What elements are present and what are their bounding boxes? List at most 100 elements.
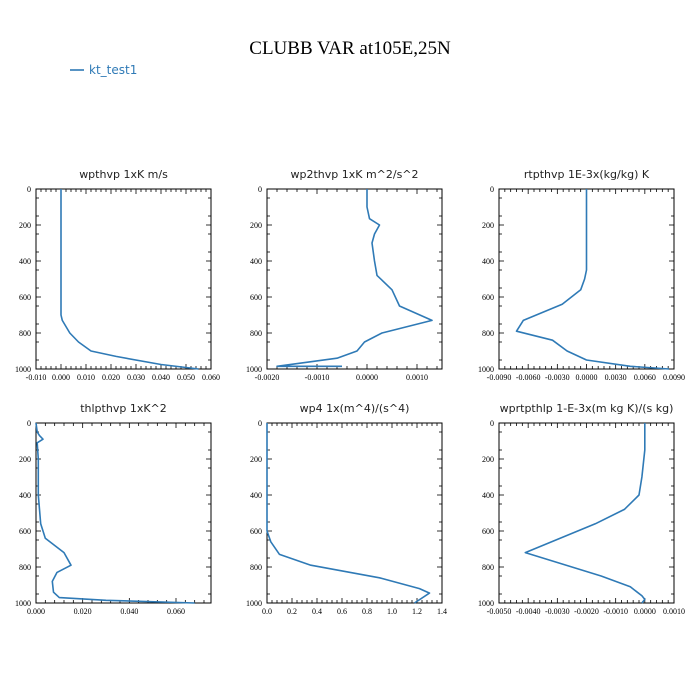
x-tick-label: 0.4 [312,607,322,616]
x-tick-label: 0.000 [27,607,45,616]
y-tick-label: 800 [250,329,262,338]
y-tick-label: 0 [258,185,262,194]
x-tick-label: -0.0030 [545,607,570,616]
x-tick-label: -0.010 [26,373,47,382]
x-tick-label: -0.0030 [545,373,570,382]
x-tick-label: -0.0010 [603,607,628,616]
x-tick-label: -0.0010 [305,373,330,382]
x-tick-label: 0.0000 [576,373,598,382]
y-tick-label: 800 [19,329,31,338]
x-tick-label: 1.2 [412,607,422,616]
x-tick-label: -0.0050 [487,607,512,616]
series-line-3-0 [515,189,670,370]
panel-title-6: wprtpthlp 1-E-3x(m kg K)/(s kg) [500,402,674,415]
series-line-1-0 [60,189,199,370]
y-tick-label: 200 [250,455,262,464]
x-tick-label: 0.050 [177,373,195,382]
x-tick-label: 0.0060 [634,373,656,382]
y-tick-label: 400 [19,491,31,500]
y-tick-label: 600 [250,527,262,536]
x-tick-label: 0.6 [337,607,347,616]
y-tick-label: 800 [19,563,31,572]
panel-title-4: thlpthvp 1xK^2 [80,402,167,415]
panel-title-5: wp4 1x(m^4)/(s^4) [300,402,410,415]
panel-title-3: rtpthvp 1E-3x(kg/kg) K [524,168,650,181]
y-tick-label: 1000 [246,599,262,608]
y-tick-label: 200 [482,455,494,464]
panel-title-1: wpthvp 1xK m/s [79,168,168,181]
x-tick-label: 0.040 [120,607,138,616]
x-tick-label: 0.010 [77,373,95,382]
x-tick-label: 0.0000 [634,607,656,616]
plot-frame [266,188,443,370]
y-tick-label: 1000 [15,365,31,374]
y-tick-label: 400 [482,257,494,266]
x-tick-label: 0.0 [262,607,272,616]
x-tick-label: 1.4 [437,607,447,616]
plot-frame [35,422,212,604]
y-tick-label: 200 [19,221,31,230]
y-tick-label: 600 [482,527,494,536]
plot-frame [498,422,675,604]
y-tick-label: 400 [19,257,31,266]
series-line-2-0 [276,189,433,368]
y-tick-label: 0 [27,185,31,194]
y-tick-label: 1000 [478,599,494,608]
x-tick-label: -0.0040 [516,607,541,616]
panel-6: wprtpthlp 1-E-3x(m kg K)/(s kg) 0 200 400 60… [478,402,685,616]
plot-frame [35,188,212,370]
x-tick-label: 0.0090 [663,373,685,382]
x-tick-label: 0.030 [127,373,145,382]
x-tick-label: -0.0020 [574,607,599,616]
panel-1: wpthvp 1xK m/s 0 200 400 600 800 1000-0.010 0.0… [15,168,220,382]
x-tick-label: 0.2 [287,607,297,616]
series-line-4-0 [35,422,195,604]
y-tick-label: 1000 [478,365,494,374]
x-tick-label: -0.0060 [516,373,541,382]
y-tick-label: 0 [258,419,262,428]
panel-2: wp2thvp 1xK m^2/s^202004006008001000-0.0… [246,168,443,382]
x-tick-label: 0.000 [52,373,70,382]
y-tick-label: 600 [19,527,31,536]
x-tick-label: 1.0 [387,607,397,616]
legend: kt_test1 [70,63,137,77]
y-tick-label: 800 [482,563,494,572]
x-tick-label: 0.0030 [605,373,627,382]
y-tick-label: 400 [482,491,494,500]
legend-label-0: kt_test1 [89,63,137,77]
x-tick-label: 0.040 [152,373,170,382]
x-tick-label: 0.8 [362,607,372,616]
y-tick-label: 600 [250,293,262,302]
x-tick-label: 0.060 [202,373,220,382]
plot-frame [266,422,443,604]
y-tick-label: 600 [19,293,31,302]
x-tick-label: 0.020 [102,373,120,382]
y-tick-label: 200 [19,455,31,464]
series-line-5-0 [266,423,431,604]
y-tick-label: 200 [250,221,262,230]
x-tick-label: 0.0000 [356,373,378,382]
panel-3: rtpthvp 1E-3x(kg/kg) K02004006008001000-… [478,168,685,382]
x-tick-label: 0.0010 [663,607,685,616]
y-tick-label: 0 [490,419,494,428]
y-tick-label: 600 [482,293,494,302]
series-line-6-0 [524,423,646,604]
y-tick-label: 400 [250,257,262,266]
y-tick-label: 1000 [246,365,262,374]
y-tick-label: 200 [482,221,494,230]
x-tick-label: -0.0090 [487,373,512,382]
x-tick-label: 0.0010 [406,373,428,382]
y-tick-label: 400 [250,491,262,500]
x-tick-label: 0.020 [74,607,92,616]
y-tick-label: 1000 [15,599,31,608]
x-tick-label: 0.060 [167,607,185,616]
y-tick-label: 0 [27,419,31,428]
y-tick-label: 800 [250,563,262,572]
x-tick-label: -0.0020 [255,373,280,382]
panel-title-2: wp2thvp 1xK m^2/s^2 [290,168,418,181]
y-tick-label: 800 [482,329,494,338]
